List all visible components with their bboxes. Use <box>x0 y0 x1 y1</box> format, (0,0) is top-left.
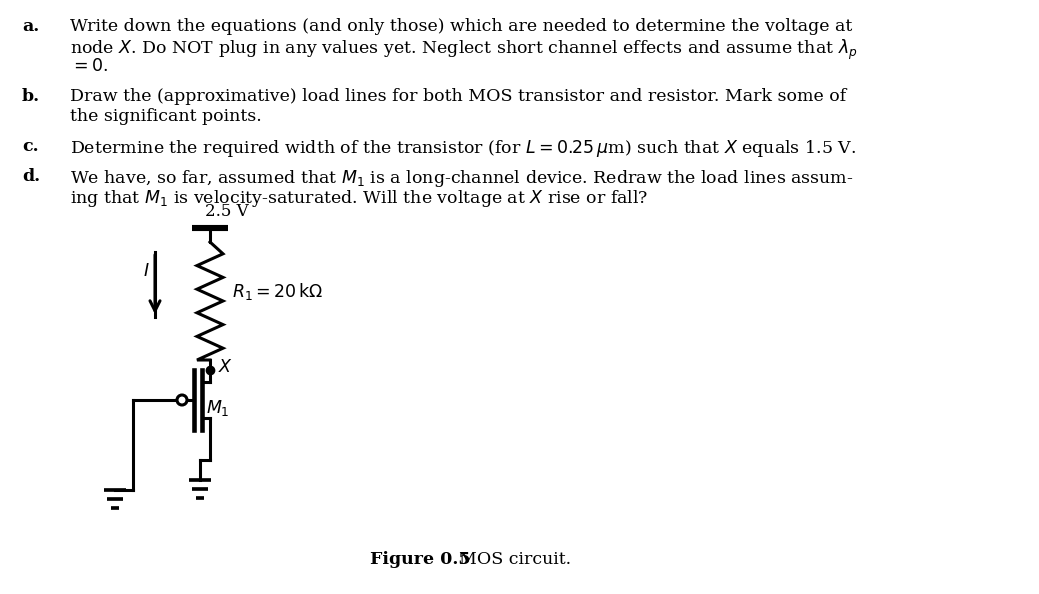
Text: node $X$. Do NOT plug in any values yet. Neglect short channel effects and assum: node $X$. Do NOT plug in any values yet.… <box>70 38 857 62</box>
Text: c.: c. <box>22 138 38 155</box>
Text: We have, so far, assumed that $M_1$ is a long-channel device. Redraw the load li: We have, so far, assumed that $M_1$ is a… <box>70 168 853 189</box>
Text: Determine the required width of the transistor (for $L = 0.25\,\mu$m) such that : Determine the required width of the tran… <box>70 138 856 159</box>
Text: $I$: $I$ <box>143 264 150 280</box>
Circle shape <box>177 395 187 405</box>
Text: a.: a. <box>22 18 39 35</box>
Text: ing that $M_1$ is velocity-saturated. Will the voltage at $X$ rise or fall?: ing that $M_1$ is velocity-saturated. Wi… <box>70 188 648 209</box>
Text: Figure 0.5: Figure 0.5 <box>370 551 471 568</box>
Text: Write down the equations (and only those) which are needed to determine the volt: Write down the equations (and only those… <box>70 18 852 35</box>
Text: 2.5 V: 2.5 V <box>205 203 248 220</box>
Text: Draw the (approximative) load lines for both MOS transistor and resistor. Mark s: Draw the (approximative) load lines for … <box>70 88 846 105</box>
Text: b.: b. <box>22 88 41 105</box>
Text: MOS circuit.: MOS circuit. <box>448 551 571 568</box>
Text: d.: d. <box>22 168 41 185</box>
Text: the significant points.: the significant points. <box>70 108 262 125</box>
Text: $X$: $X$ <box>218 359 233 377</box>
Text: $R_1 = 20\,\mathrm{k\Omega}$: $R_1 = 20\,\mathrm{k\Omega}$ <box>232 280 323 302</box>
Text: $M_1$: $M_1$ <box>206 398 230 418</box>
Text: $= 0$.: $= 0$. <box>70 58 108 75</box>
